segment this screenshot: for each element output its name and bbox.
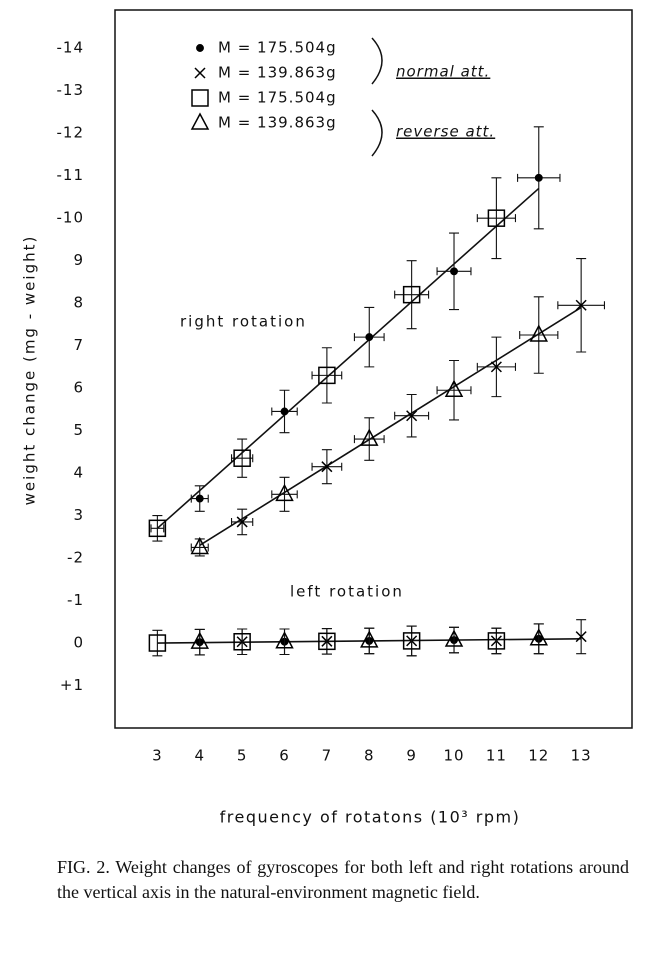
x-tick-label: 11 [486, 747, 507, 765]
y-tick-label: 9 [73, 251, 84, 269]
marker-square [318, 366, 336, 385]
x-tick-label: 5 [237, 747, 248, 765]
marker-triangle [444, 379, 464, 397]
marker-dot [534, 173, 543, 182]
marker-triangle [275, 483, 294, 502]
marker-triangle [529, 324, 549, 342]
marker-dot [365, 333, 374, 342]
x-tick-label: 13 [571, 747, 592, 765]
x-tick-label: 8 [364, 747, 375, 765]
legend-marker [191, 89, 209, 107]
y-tick-label: 0 [73, 634, 84, 652]
marker-triangle [360, 630, 379, 648]
marker-square [148, 519, 167, 538]
x-tick-label: 6 [279, 747, 290, 765]
marker-square [148, 634, 167, 652]
marker-square [402, 285, 421, 304]
marker-cross [236, 516, 248, 528]
marker-triangle [444, 629, 464, 647]
x-tick-label: 12 [528, 747, 549, 765]
y-tick-label: -12 [57, 124, 85, 142]
x-tick-label: 3 [152, 747, 163, 765]
marker-cross [575, 631, 587, 643]
y-tick-label: 6 [73, 379, 84, 397]
y-tick-label: 7 [73, 336, 84, 354]
legend-label: M = 175.504g [218, 39, 337, 57]
legend-brace [371, 109, 383, 157]
y-tick-label: 4 [73, 464, 84, 482]
marker-triangle [529, 628, 549, 646]
marker-triangle [360, 428, 379, 446]
x-tick-label: 9 [406, 747, 417, 765]
error-bar-x [353, 435, 385, 444]
marker-square [318, 632, 336, 651]
error-bar-x [230, 454, 254, 463]
marker-triangle [190, 536, 210, 555]
error-bar-x [394, 290, 430, 299]
y-tick-label: -13 [57, 81, 85, 99]
y-tick-label: 3 [73, 506, 84, 524]
y-tick-label: -1 [67, 591, 84, 609]
y-tick-label: -2 [67, 549, 84, 567]
x-tick-label: 10 [443, 747, 464, 765]
fit-line [156, 187, 540, 529]
legend-label: M = 139.863g [218, 64, 337, 82]
error-bar-x [519, 331, 559, 340]
marker-square [487, 209, 506, 227]
marker-cross [490, 361, 502, 373]
y-tick-label: 5 [73, 421, 84, 439]
error-bar-y [491, 627, 502, 655]
marker-triangle [275, 631, 294, 649]
legend-brace [371, 37, 383, 85]
marker-cross [575, 299, 587, 311]
marker-square [233, 449, 251, 467]
x-axis-label: frequency of rotatons (10³ rpm) [220, 808, 521, 827]
error-bar-x [476, 214, 517, 223]
error-bar-x [150, 524, 165, 533]
marker-cross [321, 461, 333, 473]
y-tick-label: -11 [57, 166, 85, 184]
legend-group: reverse att. [396, 123, 495, 141]
plot-frame [114, 9, 633, 729]
error-bar-x [311, 371, 343, 380]
x-tick-label: 4 [194, 747, 205, 765]
annotation: right rotation [180, 313, 307, 331]
marker-square [487, 632, 506, 650]
legend-marker [190, 112, 210, 130]
legend-label: M = 175.504g [218, 89, 337, 107]
marker-cross [406, 410, 418, 422]
caption: FIG. 2. Weight changes of gyroscopes for… [57, 857, 629, 902]
y-axis-label: weight change (mg - weight) [21, 235, 39, 506]
marker-dot [280, 407, 289, 416]
error-bar-x [436, 386, 472, 395]
legend-marker [194, 67, 206, 79]
error-bar-y [406, 625, 417, 657]
marker-triangle [190, 631, 210, 649]
x-tick-label: 7 [322, 747, 333, 765]
error-bar-x [271, 490, 298, 499]
legend-marker [196, 44, 204, 52]
legend-group: normal att. [396, 63, 490, 81]
y-tick-label: +1 [60, 676, 84, 694]
marker-square [233, 633, 251, 651]
marker-dot [195, 494, 204, 503]
y-tick-label: -14 [57, 39, 85, 57]
marker-square [402, 632, 421, 650]
marker-dot [450, 267, 458, 276]
chart: weight change (mg - weight) frequency of… [21, 9, 633, 827]
y-tick-label: -10 [57, 209, 85, 227]
legend-label: M = 139.863g [218, 114, 337, 132]
annotation: left rotation [290, 583, 404, 601]
y-tick-label: 8 [73, 294, 84, 312]
fit-line [199, 306, 582, 546]
